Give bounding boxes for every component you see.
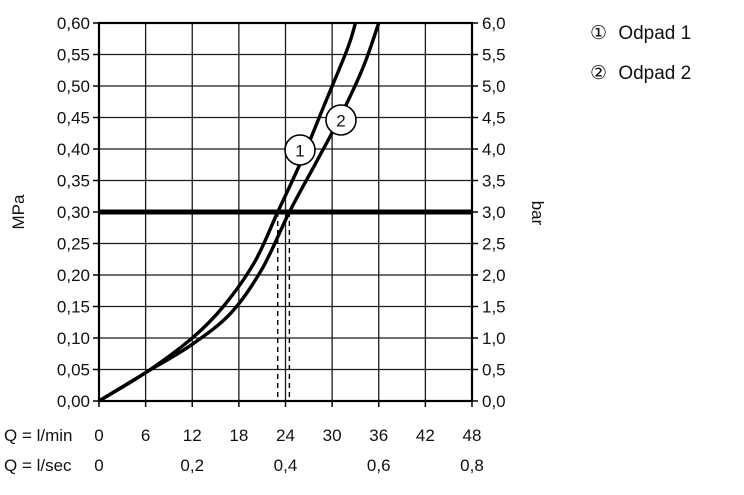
x-tick-label-lsec: 0,2 bbox=[180, 456, 204, 475]
y-tick-label-right: 0,5 bbox=[482, 361, 506, 380]
y-tick-label-left: 0,55 bbox=[57, 46, 90, 65]
y-tick-label-right: 1,0 bbox=[482, 329, 506, 348]
x-tick-label-lsec: 0,6 bbox=[367, 456, 391, 475]
x-tick-label-lmin: 48 bbox=[463, 426, 482, 445]
x-tick-label-lmin: 36 bbox=[369, 426, 388, 445]
y-tick-label-right: 5,0 bbox=[482, 77, 506, 96]
y-tick-label-right: 3,5 bbox=[482, 172, 506, 191]
x-ticks-lmin: 0 6 12 18 24 30 36 42 48 bbox=[94, 426, 481, 445]
y-tick-label-right: 4,5 bbox=[482, 109, 506, 128]
x-tick-label-lsec: 0 bbox=[94, 456, 103, 475]
y-tick-label-right: 4,0 bbox=[482, 140, 506, 159]
y-tick-label-left: 0,05 bbox=[57, 361, 90, 380]
x-tick-label-lmin: 0 bbox=[94, 426, 103, 445]
y-tick-label-right: 6,0 bbox=[482, 14, 506, 33]
series-marker-circle-1 bbox=[284, 134, 316, 166]
y-tick-label-left: 0,35 bbox=[57, 172, 90, 191]
legend-symbol-1: ① bbox=[590, 23, 607, 44]
y-tick-label-right: 5,5 bbox=[482, 46, 506, 65]
x-tick-label-lsec: 0,4 bbox=[274, 456, 298, 475]
y-tick-label-right: 1,5 bbox=[482, 298, 506, 317]
legend-symbol-2: ② bbox=[590, 63, 607, 84]
series-markers: 12 bbox=[284, 104, 357, 166]
y-tick-label-left: 0,30 bbox=[57, 203, 90, 222]
series-line-2 bbox=[98, 22, 381, 403]
y-tick-label-right: 0,0 bbox=[482, 392, 506, 411]
y-axis-label-right: bar bbox=[528, 201, 547, 226]
y-tick-label-left: 0,40 bbox=[57, 140, 90, 159]
series-marker-circle-2 bbox=[325, 104, 357, 136]
x-tick-label-lmin: 42 bbox=[416, 426, 435, 445]
series-marker-label-2: 2 bbox=[336, 112, 345, 131]
y-tick-label-left: 0,20 bbox=[57, 266, 90, 285]
y-ticks-right: 0,0 0,5 1,0 1,5 2,0 2,5 3,0 3,5 4,0 4,5 5,0 5,5 6,0 bbox=[482, 14, 506, 411]
series-marker-label-1: 1 bbox=[295, 142, 304, 161]
y-tick-label-left: 0,15 bbox=[57, 298, 90, 317]
y-tick-label-right: 2,0 bbox=[482, 266, 506, 285]
y-ticks-left: 0,00 0,05 0,10 0,15 0,20 0,25 0,30 0,35 0,40 0,45… bbox=[57, 14, 90, 411]
y-tick-label-right: 2,5 bbox=[482, 235, 506, 254]
series-group bbox=[98, 22, 381, 403]
x-tick-label-lmin: 6 bbox=[141, 426, 150, 445]
legend-item-odpad-1: ① Odpad 1 bbox=[590, 23, 691, 44]
x-tick-label-lmin: 18 bbox=[229, 426, 248, 445]
legend-item-odpad-2: ② Odpad 2 bbox=[590, 63, 691, 84]
x-tick-label-lmin: 30 bbox=[323, 426, 342, 445]
y-tick-label-left: 0,25 bbox=[57, 235, 90, 254]
y-tick-label-left: 0,00 bbox=[57, 392, 90, 411]
legend-label-2: Odpad 2 bbox=[618, 63, 691, 84]
y-tick-label-left: 0,50 bbox=[57, 77, 90, 96]
y-tick-label-left: 0,45 bbox=[57, 109, 90, 128]
y-tick-label-left: 0,60 bbox=[57, 14, 90, 33]
series-line-1 bbox=[98, 22, 358, 403]
x-axis-prefix-lsec: Q = l/sec bbox=[4, 456, 72, 475]
y-axis-label-left: MPa bbox=[9, 194, 28, 230]
legend: ① Odpad 1 ② Odpad 2 bbox=[590, 23, 691, 84]
y-tick-label-right: 3,0 bbox=[482, 203, 506, 222]
x-tick-label-lmin: 24 bbox=[276, 426, 295, 445]
y-tick-label-left: 0,10 bbox=[57, 329, 90, 348]
x-tick-label-lmin: 12 bbox=[183, 426, 202, 445]
intercept-drop-lines bbox=[277, 212, 291, 401]
x-ticks-lsec: 0 0,2 0,4 0,6 0,8 bbox=[94, 456, 484, 475]
axis-frame bbox=[93, 21, 478, 407]
x-tick-label-lsec: 0,8 bbox=[460, 456, 484, 475]
legend-label-1: Odpad 1 bbox=[618, 23, 691, 44]
x-axis-prefix-lmin: Q = l/min bbox=[4, 426, 73, 445]
